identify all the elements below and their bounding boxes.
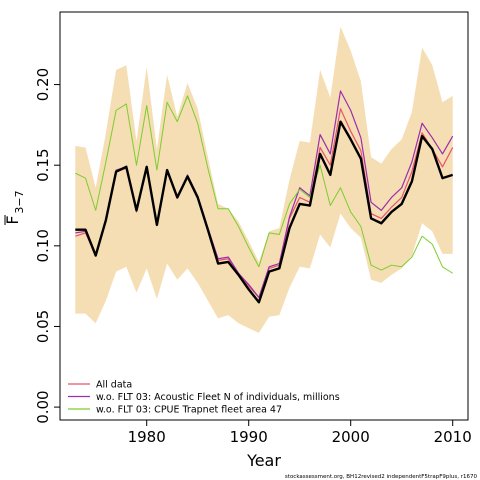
y-axis-label-subscript: 3−7 xyxy=(13,190,26,213)
source-caption: stockassessment.org, BH12revised2 indepe… xyxy=(285,474,478,480)
y-tick-label: 0.15 xyxy=(34,148,52,181)
x-axis: 1980 1990 2000 2010 xyxy=(128,420,472,446)
series-line-2 xyxy=(75,95,453,274)
plot-frame xyxy=(59,11,469,421)
legend-label: w.o. FLT 03: Acoustic Fleet N of individ… xyxy=(96,392,340,403)
series-line-3 xyxy=(75,120,454,304)
legend-label: All data xyxy=(96,380,132,391)
y-tick-label: 0.05 xyxy=(34,310,52,343)
x-axis-label: Year xyxy=(246,451,281,470)
y-axis-label: F 3−7 xyxy=(3,190,26,225)
y-tick-label: 0.20 xyxy=(34,68,52,101)
y-tick-label: 0.00 xyxy=(34,390,52,423)
y-axis-label-main: F xyxy=(3,215,22,224)
confidence-band xyxy=(75,26,453,333)
legend-label: w.o. FLT 03: CPUE Trapnet fleet area 47 xyxy=(96,405,282,416)
x-tick-label: 2010 xyxy=(434,428,472,446)
x-tick-label: 1990 xyxy=(230,428,268,446)
x-tick-label: 2000 xyxy=(332,428,370,446)
x-tick-label: 1980 xyxy=(128,428,166,446)
y-axis: 0.00 0.05 0.10 0.15 0.20 xyxy=(34,68,60,424)
y-tick-label: 0.10 xyxy=(34,229,52,262)
